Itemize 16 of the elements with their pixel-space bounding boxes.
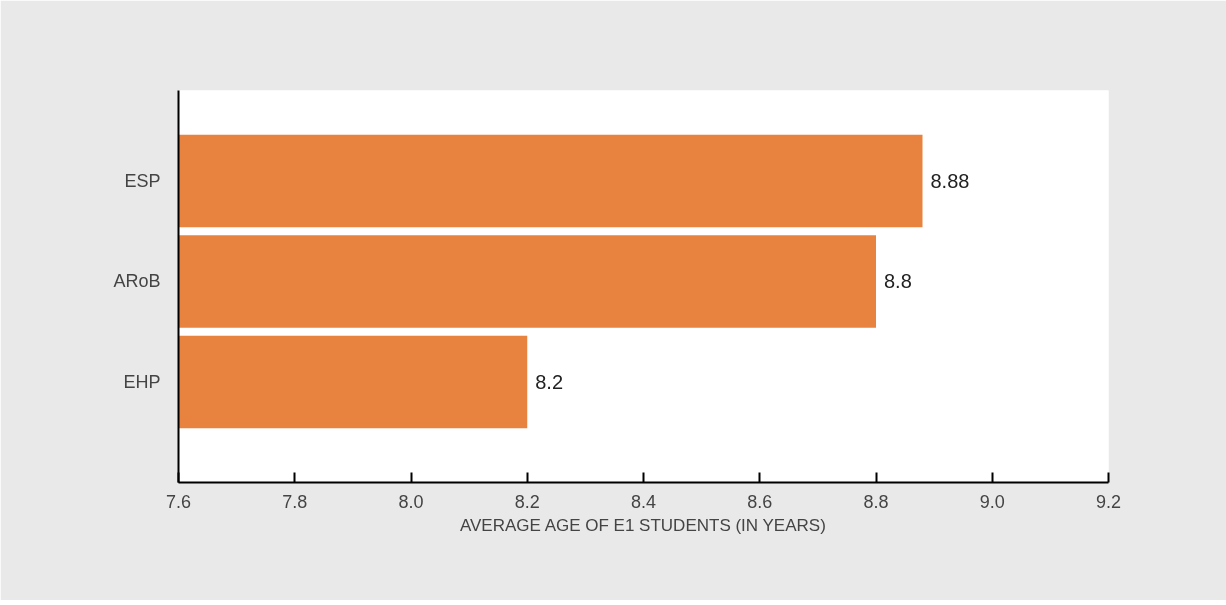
y-tick-label: EHP: [123, 371, 161, 392]
x-axis-title: AVERAGE AGE OF E1 STUDENTS (IN YEARS): [459, 515, 826, 535]
x-tick-label: 8.0: [398, 491, 424, 512]
y-tick-label: ESP: [124, 170, 161, 191]
x-tick-label: 8.6: [747, 491, 773, 512]
x-tick-label: 8.2: [514, 491, 540, 512]
data-label: 8.2: [535, 370, 564, 393]
x-tick-label: 9.0: [979, 491, 1005, 512]
x-tick-label: 9.2: [1095, 491, 1122, 512]
x-tick-label: 8.8: [863, 491, 889, 512]
x-tick-label: 7.8: [282, 491, 308, 512]
y-tick-label: ARoB: [113, 271, 161, 292]
x-tick-label: 8.4: [630, 491, 657, 512]
data-label: 8.88: [930, 169, 970, 192]
data-label: 8.8: [884, 270, 912, 293]
x-tick-label: 7.6: [165, 491, 192, 512]
